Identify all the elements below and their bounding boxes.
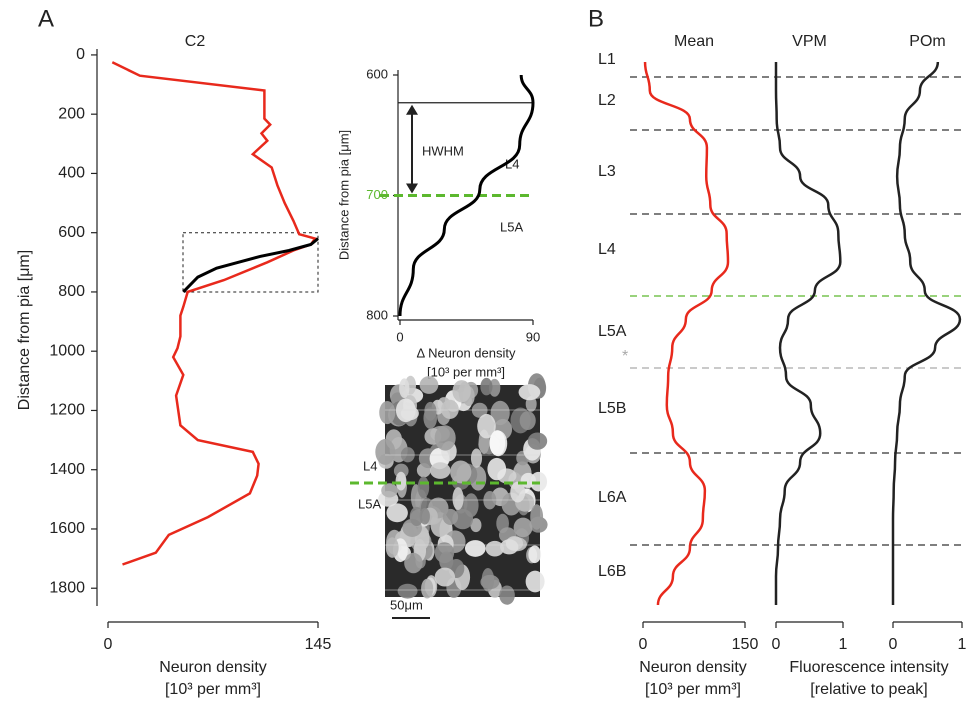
annotation: L5A	[500, 219, 523, 234]
layer-label: L6B	[598, 563, 626, 580]
cell	[399, 378, 409, 398]
cell	[528, 432, 547, 449]
x-tick-label: 150	[732, 636, 759, 653]
x-axis-label: [10³ per mm³]	[165, 681, 261, 698]
y-tick-label: 800	[58, 283, 85, 300]
cell	[401, 406, 419, 420]
cell	[452, 487, 463, 510]
cell	[452, 380, 470, 402]
layer-label: L4	[363, 458, 377, 473]
y-axis-label: Distance from pia [μm]	[16, 250, 33, 410]
cell	[441, 400, 459, 419]
cell	[420, 376, 439, 394]
layer-label: L5A	[598, 323, 627, 340]
cell	[435, 568, 455, 587]
layer-label: L6A	[598, 489, 627, 506]
layer-label: L2	[598, 92, 616, 109]
layer-label: L5B	[598, 400, 626, 417]
x-axis-label: [relative to peak]	[810, 681, 927, 698]
cell	[480, 378, 492, 396]
y-tick-label: 1200	[49, 402, 85, 419]
cell	[526, 571, 545, 593]
cell	[396, 472, 407, 491]
x-tick-label: 0	[639, 636, 648, 653]
y-tick-label: 1000	[49, 342, 85, 359]
layer-label: L1	[598, 51, 616, 68]
x-tick-label: 145	[305, 636, 332, 653]
x-axis-label: [10³ per mm³]	[645, 681, 741, 698]
y-tick-label: 1400	[49, 461, 85, 478]
cell	[443, 509, 458, 525]
cell	[404, 553, 422, 573]
cell	[418, 477, 429, 499]
chart-title: VPM	[792, 33, 827, 50]
y-tick-label: 400	[58, 165, 85, 182]
cell	[471, 448, 482, 467]
y-tick-label: 1600	[49, 520, 85, 537]
x-tick-label: 90	[526, 329, 540, 344]
layer-label: L5A	[358, 496, 381, 511]
zoom-box	[183, 233, 318, 292]
cell	[490, 430, 506, 456]
y-tick-label: 200	[58, 105, 85, 122]
cell	[375, 439, 395, 465]
cell	[435, 425, 456, 450]
micrograph	[375, 373, 547, 605]
panel-letter: B	[588, 5, 604, 32]
x-axis-label: Fluorescence intensity	[789, 659, 948, 676]
layer-label: L4	[598, 241, 616, 258]
cell	[386, 503, 407, 522]
cell	[450, 461, 471, 484]
x-axis-label: [10³ per mm³]	[427, 364, 505, 379]
layer-label: L3	[598, 163, 616, 180]
x-axis-label: Δ Neuron density	[416, 345, 516, 360]
profile-line	[776, 62, 840, 605]
x-tick-label: 0	[772, 636, 781, 653]
profile-line	[112, 62, 315, 564]
chart-title: C2	[185, 33, 206, 50]
cell	[487, 458, 506, 480]
x-axis-label: Neuron density	[639, 659, 747, 676]
figure: AC20200400600800100012001400160018000145…	[0, 0, 967, 702]
annotation: HWHM	[422, 143, 464, 158]
y-tick-label: 600	[366, 66, 388, 81]
chart-title: POm	[909, 33, 945, 50]
marker: *	[622, 348, 628, 365]
cell	[519, 384, 541, 400]
scale-bar-label: 50μm	[390, 597, 423, 612]
chart-title: Mean	[674, 33, 714, 50]
cell	[465, 540, 486, 557]
x-tick-label: 1	[958, 636, 967, 653]
cell	[381, 483, 398, 497]
cell	[510, 482, 525, 503]
x-tick-label: 0	[104, 636, 113, 653]
profile-line	[183, 239, 318, 292]
y-tick-label: 0	[76, 46, 85, 63]
cell	[520, 411, 536, 430]
x-axis-label: Neuron density	[159, 659, 267, 676]
y-tick-label: 600	[58, 224, 85, 241]
cell	[430, 462, 450, 479]
y-axis-label: Distance from pia [μm]	[336, 130, 351, 260]
profile-line	[893, 62, 960, 605]
x-tick-label: 0	[396, 329, 403, 344]
y-tick-label: 800	[366, 307, 388, 322]
cell	[480, 575, 499, 589]
cell	[386, 537, 399, 558]
cell	[514, 518, 533, 538]
cell	[379, 401, 395, 424]
x-tick-label: 1	[839, 636, 848, 653]
panel-letter: A	[38, 5, 54, 32]
cell	[421, 579, 433, 599]
cell	[420, 508, 430, 525]
y-tick-label: 1800	[49, 579, 85, 596]
profile-line	[645, 62, 728, 605]
cell	[499, 586, 515, 605]
cell	[528, 546, 541, 564]
cell	[486, 541, 504, 557]
cell	[398, 584, 418, 599]
x-tick-label: 0	[889, 636, 898, 653]
